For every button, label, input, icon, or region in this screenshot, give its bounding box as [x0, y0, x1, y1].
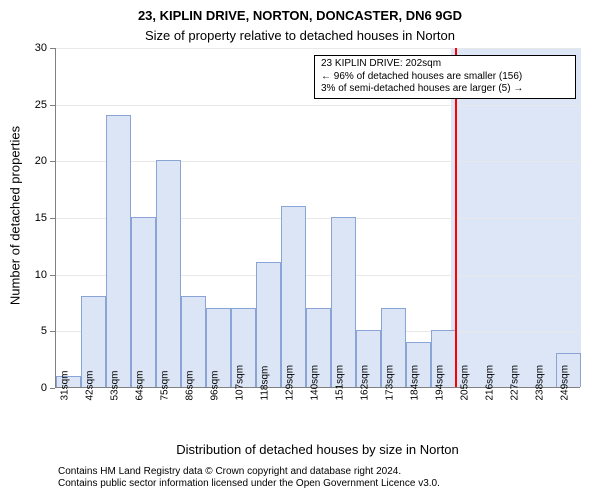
histogram-bar	[106, 115, 131, 387]
annotation-box: 23 KIPLIN DRIVE: 202sqm← 96% of detached…	[314, 55, 576, 99]
footer: Contains HM Land Registry data © Crown c…	[58, 466, 440, 490]
annotation-line: 3% of semi-detached houses are larger (5…	[321, 83, 569, 96]
plot-area: 23 KIPLIN DRIVE: 202sqm← 96% of detached…	[55, 48, 580, 388]
marker-line	[455, 48, 457, 387]
grid-line	[56, 161, 580, 162]
y-axis-label: Number of detached properties	[8, 46, 23, 386]
grid-line	[56, 48, 580, 49]
y-tick	[50, 218, 55, 219]
histogram-bar	[131, 217, 156, 387]
y-tick	[50, 388, 55, 389]
y-tick-label: 30	[27, 42, 47, 54]
y-tick	[50, 48, 55, 49]
footer-line-2: Contains public sector information licen…	[58, 478, 440, 490]
annotation-line: ← 96% of detached houses are smaller (15…	[321, 71, 569, 84]
y-tick-label: 10	[27, 269, 47, 281]
y-tick-label: 25	[27, 99, 47, 111]
histogram-bar	[281, 206, 306, 387]
chart-title: 23, KIPLIN DRIVE, NORTON, DONCASTER, DN6…	[0, 8, 600, 23]
y-tick-label: 15	[27, 212, 47, 224]
y-tick-label: 5	[27, 325, 47, 337]
y-tick-label: 0	[27, 382, 47, 394]
chart-subtitle: Size of property relative to detached ho…	[0, 28, 600, 43]
y-tick	[50, 105, 55, 106]
grid-line	[56, 105, 580, 106]
y-tick-label: 20	[27, 155, 47, 167]
y-tick	[50, 331, 55, 332]
chart-container: 23, KIPLIN DRIVE, NORTON, DONCASTER, DN6…	[0, 0, 600, 500]
annotation-line: 23 KIPLIN DRIVE: 202sqm	[321, 58, 569, 71]
footer-line-1: Contains HM Land Registry data © Crown c…	[58, 466, 440, 478]
x-axis-label: Distribution of detached houses by size …	[55, 442, 580, 457]
histogram-bar	[331, 217, 356, 387]
y-tick	[50, 275, 55, 276]
y-tick	[50, 161, 55, 162]
histogram-bar	[156, 160, 181, 387]
